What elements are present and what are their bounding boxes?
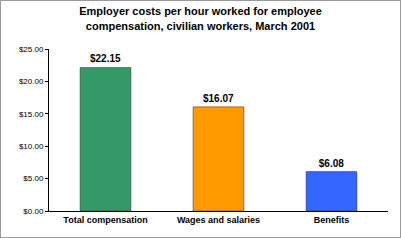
svg-text:$0.00: $0.00 — [23, 207, 44, 216]
svg-text:$5.00: $5.00 — [23, 174, 44, 183]
svg-text:Employer costs per hour worked: Employer costs per hour worked for emplo… — [79, 5, 322, 31]
svg-text:$22.15: $22.15 — [90, 53, 121, 64]
svg-text:Total compensation: Total compensation — [63, 215, 147, 225]
svg-text:$10.00: $10.00 — [19, 142, 44, 151]
svg-text:$15.00: $15.00 — [19, 110, 44, 119]
svg-text:Wages and salaries: Wages and salaries — [177, 215, 260, 225]
svg-text:$6.08: $6.08 — [319, 158, 344, 169]
svg-text:$25.00: $25.00 — [19, 45, 44, 54]
svg-text:$20.00: $20.00 — [19, 77, 44, 86]
svg-text:$16.07: $16.07 — [203, 93, 234, 104]
svg-text:Benefits: Benefits — [314, 215, 350, 225]
